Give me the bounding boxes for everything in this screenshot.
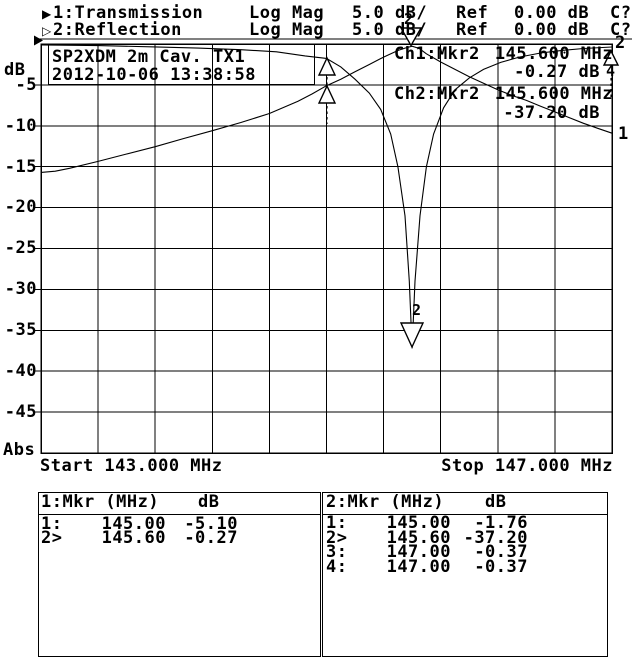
table-cell: 2> [41, 528, 63, 548]
table-cell: -5.10 [184, 514, 238, 534]
channel1-format: Log Mag [249, 3, 325, 23]
channel2-scale: 5.0 dB/ [352, 20, 428, 40]
marker-table-ch2 [322, 492, 608, 657]
y-tick--35: -35 [4, 320, 37, 340]
marker-table-ch1-divider [38, 514, 321, 515]
trace2-label: 2 [615, 33, 626, 53]
trace-transmission [40, 45, 613, 173]
readout-ch2-freq: 145.600 MHz [494, 84, 613, 104]
marker-table-ch2-title: 2:Mkr (MHz) [326, 492, 445, 512]
marker4-edge-number: 4 [606, 62, 616, 80]
marker-table-ch2-unit: dB [485, 492, 507, 512]
marker2-peak-number: 2 [404, 10, 414, 28]
y-tick--10: -10 [4, 116, 37, 136]
marker-table-ch1-unit: dB [198, 492, 220, 512]
x-axis-start-label: Start 143.000 MHz [40, 456, 223, 476]
marker2-peak-triangle [399, 27, 423, 47]
readout-ch1-label: Ch1:Mkr2 [394, 44, 480, 64]
readout-ch2-value: -37.20 dB [503, 103, 600, 123]
channel2-format: Log Mag [249, 20, 325, 40]
plot-title: SP2XDM 2m Cav. TX1 [52, 47, 246, 67]
channel2-indicator-icon: ▷ [42, 24, 52, 38]
table-cell: 147.00 [386, 542, 451, 562]
title-box [48, 44, 315, 85]
y-tick--15: -15 [4, 157, 37, 177]
table-cell: 1: [41, 514, 63, 534]
y-axis-unit: dB [4, 60, 26, 80]
channel1-ref-label: Ref [456, 3, 489, 23]
table-cell: 147.00 [386, 557, 451, 577]
table-cell: -1.76 [474, 513, 528, 533]
table-cell: 145.00 [386, 513, 451, 533]
y-tick--25: -25 [4, 238, 37, 258]
marker2-notch-number: 2 [412, 301, 422, 319]
x-axis-stop-label: Stop 147.000 MHz [441, 456, 613, 476]
channel1-ref-value: 0.00 dB [514, 3, 590, 23]
y-tick--40: -40 [4, 361, 37, 381]
marker1-ch2-triangle [317, 56, 337, 76]
channel2-cal-status: C? [610, 20, 632, 40]
trace1-label: 1 [618, 124, 629, 144]
table-cell: 1: [326, 513, 348, 533]
plot-border [40, 43, 613, 454]
table-cell: 4: [326, 557, 348, 577]
table-cell: -0.37 [474, 542, 528, 562]
y-tick--5: -5 [15, 75, 37, 95]
readout-ch1-freq: 145.600 MHz [494, 44, 613, 64]
readout-ch2-label: Ch2:Mkr2 [394, 84, 480, 104]
table-cell: 145.60 [101, 528, 166, 548]
channel2-name: 2:Reflection [53, 20, 182, 40]
marker34-edge-triangle [602, 49, 620, 66]
channel1-active-indicator-icon: ▶ [42, 7, 52, 21]
channel2-ref-label: Ref [456, 20, 489, 40]
table-cell: -37.20 [463, 528, 528, 548]
marker-table-ch1 [38, 492, 321, 657]
grid-lines [41, 44, 612, 453]
table-cell: 145.60 [386, 528, 451, 548]
channel1-name: 1:Transmission [53, 3, 204, 23]
y-axis-bottom-label: Abs [3, 440, 36, 460]
table-cell: 145.00 [101, 514, 166, 534]
marker-table-ch2-divider [322, 514, 608, 515]
marker-table-ch1-title: 1:Mkr (MHz) [41, 492, 160, 512]
y-tick--30: -30 [4, 279, 37, 299]
marker1-ch1-triangle [317, 84, 337, 104]
y-tick--45: -45 [4, 402, 37, 422]
axis-tick-stubs [35, 84, 41, 413]
trace-reflection [40, 44, 613, 349]
table-cell: 2> [326, 528, 348, 548]
readout-ch1-value: -0.27 dB [514, 62, 600, 82]
channel1-scale: 5.0 dB/ [352, 3, 428, 23]
reference-position-indicator [34, 35, 43, 46]
table-cell: -0.27 [184, 528, 238, 548]
table-cell: 3: [326, 542, 348, 562]
plot-timestamp: 2012-10-06 13:38:58 [52, 65, 256, 85]
channel2-ref-value: 0.00 dB [514, 20, 590, 40]
channel1-cal-status: C? [610, 3, 632, 23]
y-tick--20: -20 [4, 197, 37, 217]
table-cell: -0.37 [474, 557, 528, 577]
marker2-notch-triangle [399, 322, 425, 349]
